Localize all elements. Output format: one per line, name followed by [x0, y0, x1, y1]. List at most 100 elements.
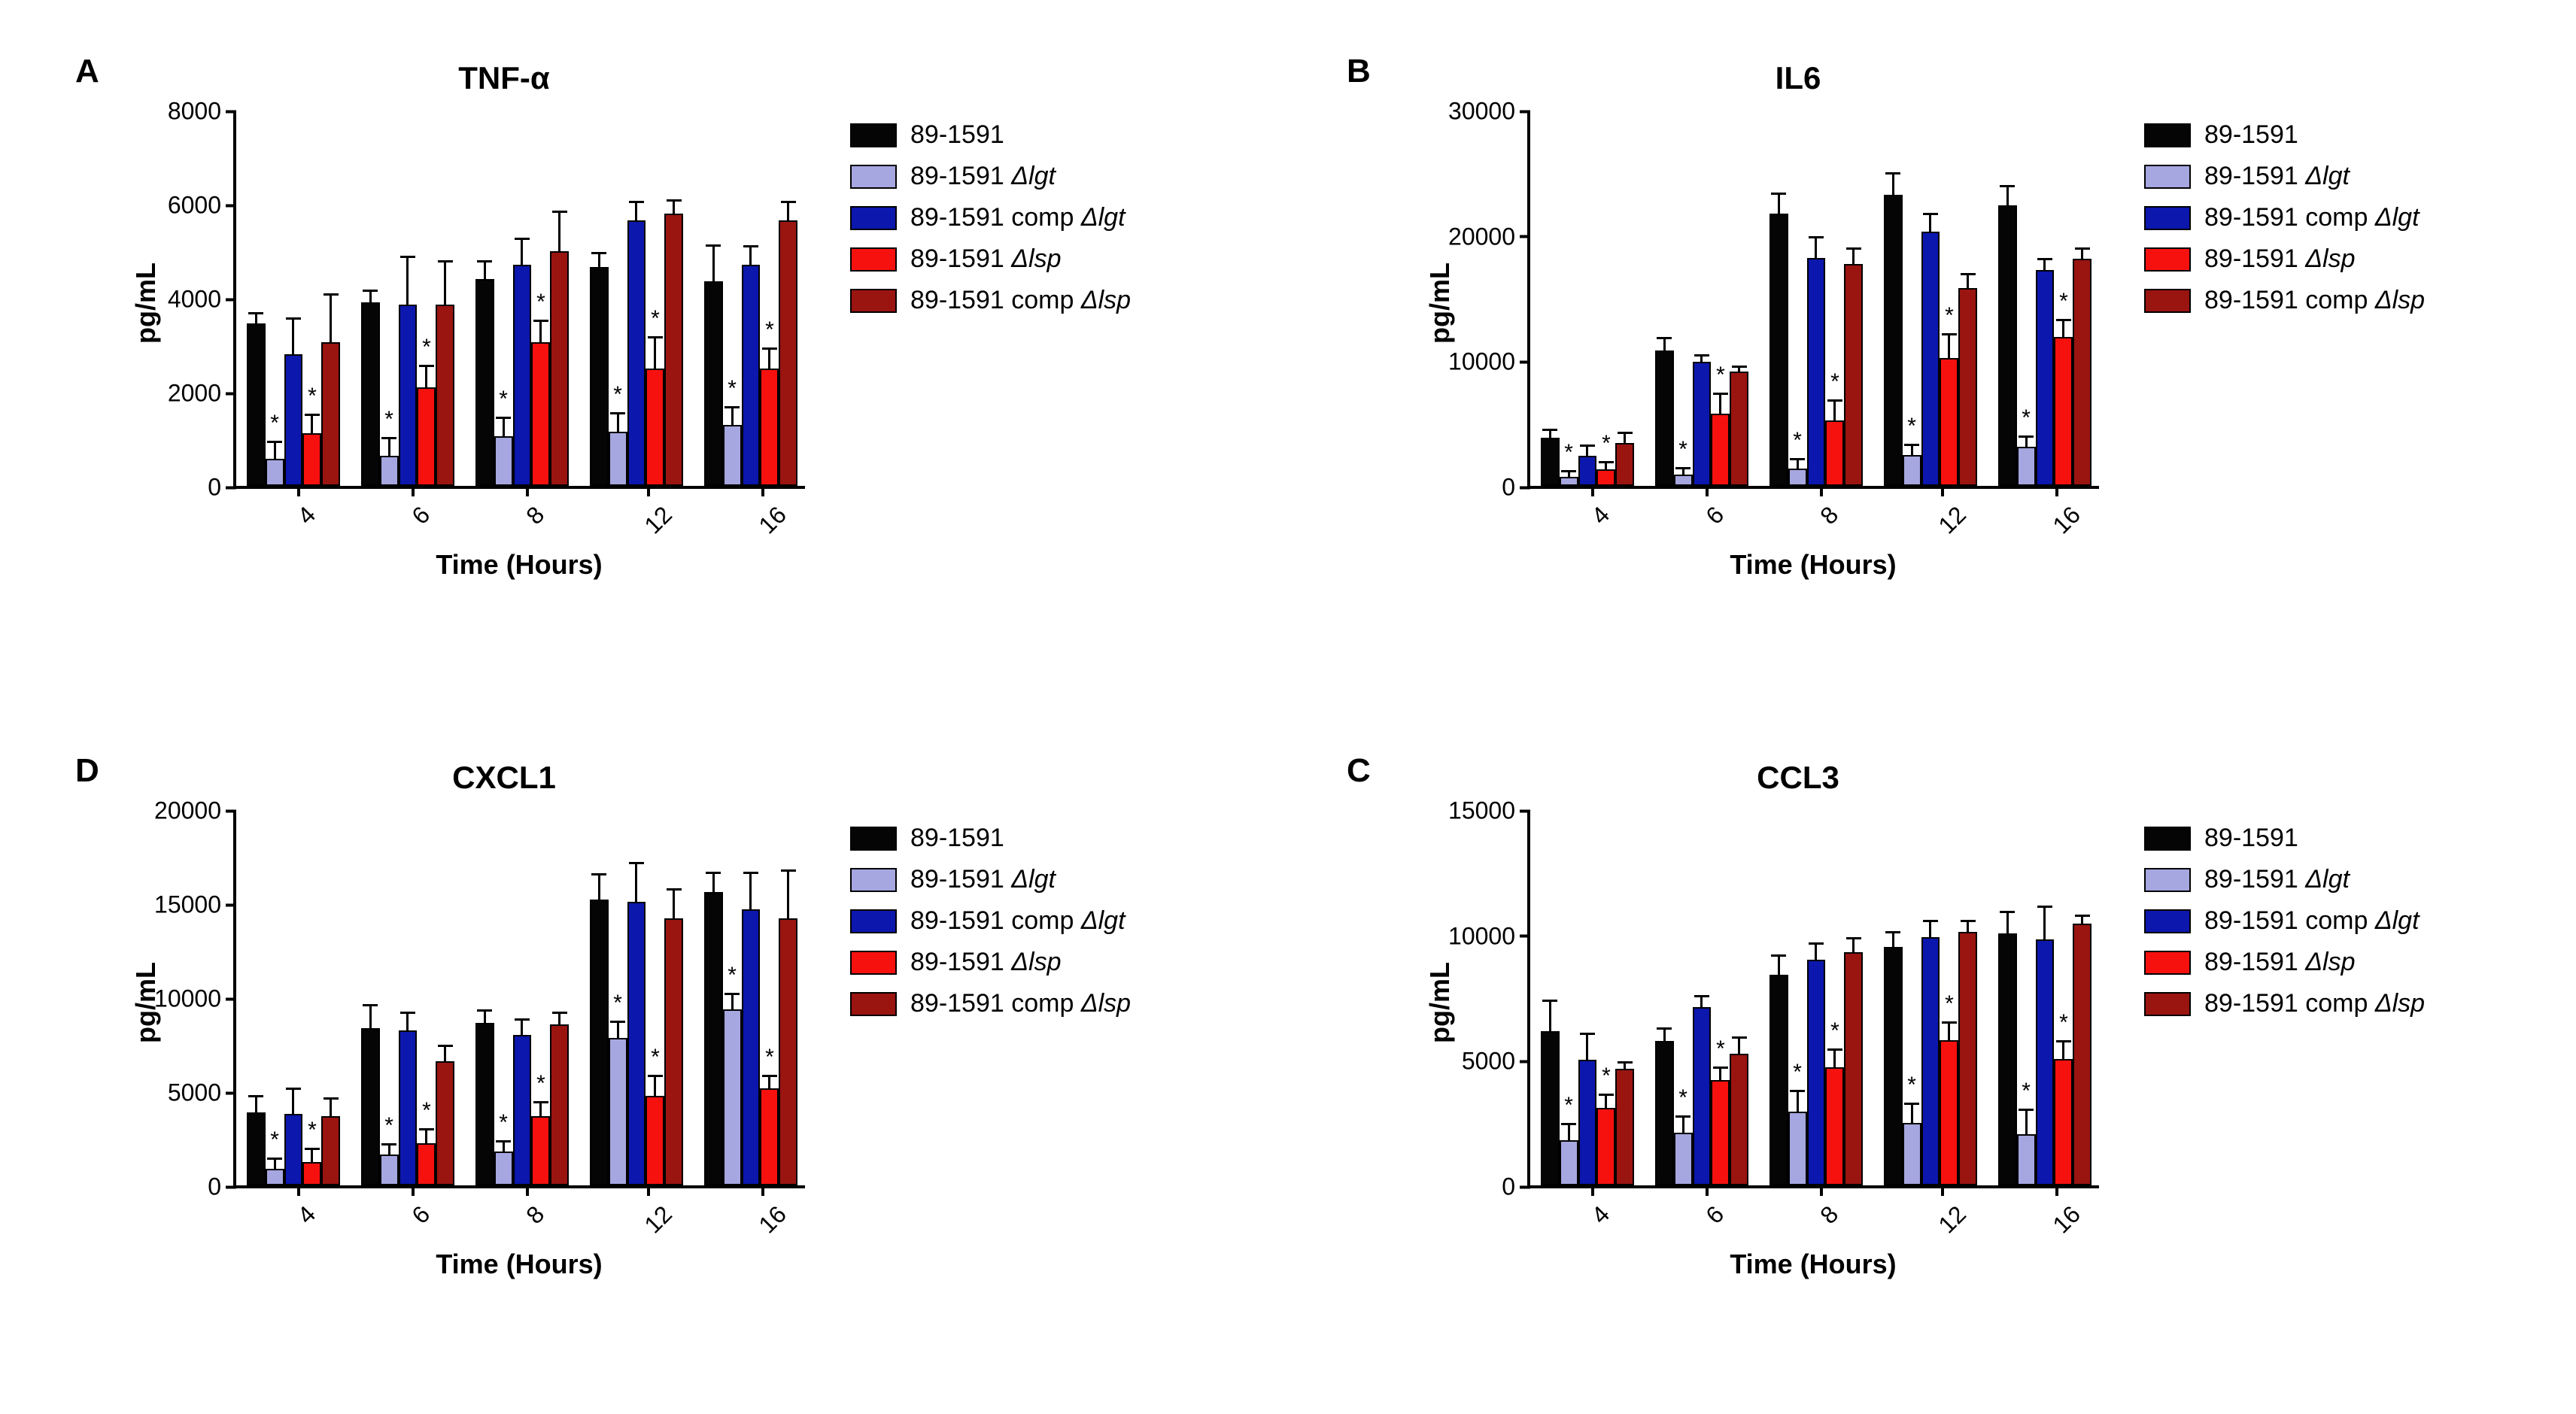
significance-marker: * [1678, 437, 1687, 463]
legend: 89-159189-1591 Δlgt89-1591 comp Δlgt89-1… [2144, 824, 2425, 1018]
significance-marker: * [308, 384, 317, 409]
significance-marker: * [1564, 440, 1573, 466]
error-bar [1827, 1048, 1842, 1067]
error-bar [1961, 273, 1976, 288]
error-bar [1580, 445, 1595, 456]
bar-dlgt: * [380, 1155, 399, 1185]
x-tick-mark [647, 1185, 650, 1196]
error-bar [286, 317, 301, 354]
bar-comp_dlgt [1807, 258, 1826, 486]
x-tick: 16 [749, 1185, 776, 1224]
error-bar [400, 256, 415, 305]
bar-dlsp: * [1596, 469, 1615, 486]
y-tick-mark [1520, 935, 1530, 938]
error-bar [1885, 931, 1900, 948]
significance-marker: * [1716, 1036, 1725, 1062]
significance-marker: * [499, 1110, 508, 1136]
bar-comp_dlsp [1958, 288, 1977, 486]
legend-swatch [2144, 992, 2191, 1016]
bar-dlsp: * [417, 387, 436, 486]
x-tick-mark [1820, 1185, 1823, 1196]
error-bar [2075, 247, 2090, 259]
panel-letter: A [75, 53, 99, 90]
error-bar [1580, 1033, 1595, 1060]
x-tick-mark [1591, 1185, 1594, 1196]
legend-label: 89-1591 [2204, 824, 2298, 853]
legend-item: 89-1591 Δlsp [850, 948, 1131, 977]
error-bar [1561, 470, 1576, 476]
legend-swatch [850, 206, 897, 230]
y-tick-label: 4000 [168, 286, 221, 314]
error-bar [438, 1045, 453, 1062]
legend-swatch [850, 827, 897, 851]
error-bar [1561, 1123, 1576, 1140]
x-tick-label: 12 [639, 501, 678, 539]
error-bar [1599, 1094, 1614, 1107]
x-tick-mark [647, 486, 650, 496]
significance-marker: * [765, 317, 774, 343]
legend-swatch [850, 992, 897, 1016]
bar-dlgt: * [494, 436, 513, 486]
bar-dlgt: * [2017, 447, 2036, 486]
x-axis-label: Time (Hours) [233, 549, 805, 581]
x-tick-mark [761, 1185, 764, 1196]
error-bar [781, 869, 796, 918]
error-bar [2000, 911, 2015, 933]
legend-label: 89-1591 Δlsp [2204, 948, 2356, 977]
x-tick-mark [1820, 486, 1823, 496]
bar-dlsp: * [2054, 337, 2073, 486]
legend-swatch [850, 123, 897, 147]
y-tick-mark [1520, 110, 1530, 113]
y-axis-label: pg/mL [1424, 262, 1456, 344]
y-tick: 4000 [168, 286, 236, 314]
bar-comp_dlgt [399, 1030, 418, 1185]
bar-wt [704, 281, 723, 486]
significance-marker: * [2059, 289, 2068, 314]
error-bar [762, 1075, 777, 1089]
y-tick-label: 15000 [1448, 797, 1515, 825]
x-tick-label: 16 [754, 1200, 792, 1239]
bar-comp_dlgt [1693, 1007, 1712, 1185]
error-bar [1732, 1036, 1747, 1054]
y-tick: 15000 [154, 891, 236, 919]
error-bar [2037, 906, 2052, 939]
error-bar [629, 201, 644, 220]
y-tick-mark [1520, 1185, 1530, 1188]
error-bar [1790, 458, 1805, 468]
significance-marker: * [384, 407, 393, 432]
bar-dlsp: * [1596, 1108, 1615, 1185]
bar-dlgt: * [609, 432, 627, 486]
bar-comp_dlgt [1693, 362, 1712, 486]
legend-item: 89-1591 comp Δlgt [2144, 906, 2425, 936]
x-tick-mark [1706, 486, 1709, 496]
bar-comp_dlsp [2073, 259, 2091, 486]
error-bar [724, 406, 740, 425]
bar-wt [1884, 195, 1903, 486]
y-tick-label: 10000 [154, 985, 221, 1013]
x-tick: 4 [292, 1185, 305, 1224]
bar-comp_dlgt [1578, 456, 1597, 486]
error-bar [1885, 172, 1900, 195]
bar-wt [361, 302, 380, 486]
panel-title: IL6 [1475, 60, 2122, 96]
error-bar [1942, 1021, 1957, 1040]
x-tick: 8 [1815, 1185, 1828, 1224]
bar-comp_dlsp [1615, 1069, 1634, 1185]
error-bar [552, 1012, 567, 1025]
error-bar [363, 290, 378, 303]
legend-label: 89-1591 comp Δlgt [910, 906, 1125, 936]
error-bar [1790, 1090, 1805, 1111]
bar-comp_dlgt [1921, 937, 1940, 1185]
y-axis-label: pg/mL [1424, 962, 1456, 1043]
y-tick-mark [226, 392, 236, 395]
error-bar [743, 245, 758, 265]
legend-label: 89-1591 Δlsp [2204, 244, 2356, 274]
error-bar [1618, 432, 1633, 443]
bar-dlgt: * [380, 456, 399, 486]
bar-dlsp: * [646, 1096, 664, 1185]
error-bar [667, 888, 682, 918]
error-bar [533, 320, 548, 342]
bar-dlgt: * [1903, 455, 1921, 486]
bar-comp_dlgt [399, 305, 418, 486]
y-tick-label: 8000 [168, 98, 221, 126]
